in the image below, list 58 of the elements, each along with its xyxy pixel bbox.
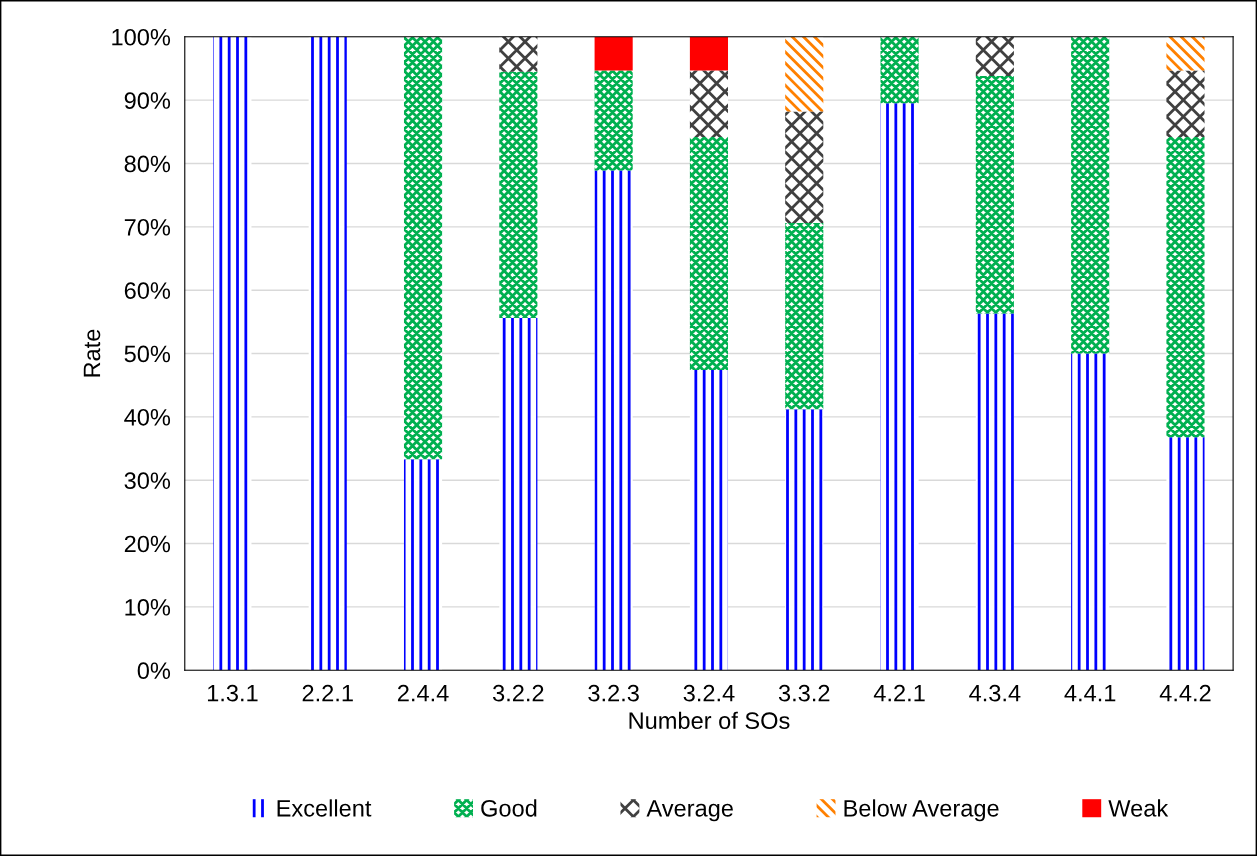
x-tick-label: 2.2.1 — [302, 684, 353, 702]
x-tick-label: 3.2.4 — [683, 684, 735, 702]
y-tick-label: 100% — [112, 28, 171, 46]
y-tick-label: 40% — [124, 408, 171, 426]
y-tick-label: 30% — [124, 472, 171, 489]
y-axis-title: Rate — [83, 329, 101, 377]
bar — [785, 36, 824, 112]
legend-label: Good — [481, 799, 537, 817]
x-tick-label: 3.2.3 — [588, 684, 639, 702]
y-tick-label: 10% — [125, 598, 171, 616]
bar — [975, 313, 1014, 671]
bar — [213, 36, 252, 671]
bar — [880, 36, 919, 104]
x-tick-label: 4.2.1 — [873, 684, 925, 702]
bar — [1071, 353, 1110, 671]
bar — [594, 36, 633, 71]
y-tick-label: 60% — [124, 282, 171, 299]
bar — [594, 70, 633, 171]
x-tick-label: 3.3.2 — [778, 684, 830, 702]
bar — [499, 71, 538, 319]
bar — [1166, 70, 1205, 137]
legend-label: Weak — [1108, 799, 1169, 817]
bar — [403, 459, 443, 671]
x-axis-title: Number of SOs — [629, 711, 790, 730]
bar — [785, 111, 824, 224]
bar — [689, 36, 729, 71]
x-tick-label: 3.2.2 — [492, 684, 544, 702]
bar — [785, 409, 824, 671]
x-tick-label: 4.4.2 — [1159, 684, 1211, 702]
y-tick-label: 90% — [124, 92, 171, 109]
bar — [689, 136, 729, 370]
x-tick-label: 4.4.1 — [1064, 685, 1116, 702]
bar — [1166, 36, 1205, 71]
x-tick-label: 2.4.4 — [397, 684, 449, 702]
bar — [403, 36, 443, 460]
bar — [975, 76, 1014, 314]
y-tick-label: 20% — [124, 535, 171, 553]
bar — [689, 70, 729, 137]
bar — [1166, 437, 1205, 671]
bar — [689, 370, 729, 671]
x-tick-label: 4.3.4 — [969, 684, 1021, 702]
legend-label: Excellent — [277, 799, 372, 817]
bar — [1071, 36, 1110, 354]
bar — [975, 36, 1014, 77]
bar — [785, 223, 824, 410]
x-tick-label: 1.3.1 — [207, 684, 258, 702]
y-tick-label: 80% — [124, 155, 171, 173]
bar — [1166, 136, 1205, 438]
bar — [499, 318, 538, 671]
bar — [594, 170, 633, 671]
y-tick-label: 70% — [124, 218, 171, 236]
y-tick-label: 0% — [137, 662, 171, 680]
legend-label: Below Average — [844, 799, 999, 822]
y-tick-label: 50% — [124, 345, 171, 363]
bar — [308, 36, 347, 671]
legend-label: Average — [646, 800, 733, 822]
bar — [499, 36, 538, 72]
bar — [880, 103, 919, 671]
